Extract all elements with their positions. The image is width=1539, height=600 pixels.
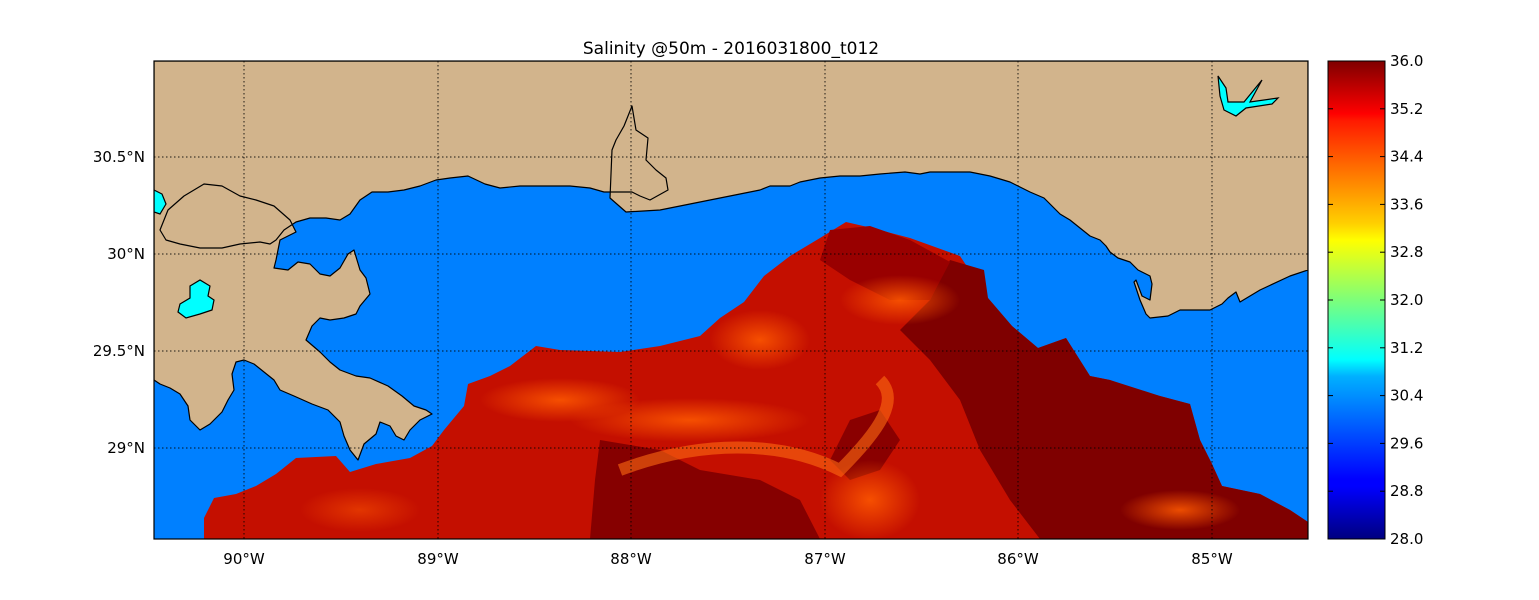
grid-lines bbox=[154, 61, 1308, 539]
salinity-patch-dark-east bbox=[900, 260, 1308, 539]
colorbar-tick-label: 28.8 bbox=[1390, 482, 1423, 500]
lon-label-85w: 85°W bbox=[1191, 550, 1233, 568]
lat-label-29-5n: 29.5°N bbox=[93, 342, 145, 360]
colorbar-gradient bbox=[1327, 60, 1386, 540]
lake-pontchartrain-marsh bbox=[177, 279, 215, 319]
salinity-warm-band-7 bbox=[300, 488, 420, 532]
lon-label-89w: 89°W bbox=[417, 550, 459, 568]
salinity-filament bbox=[617, 375, 894, 478]
lon-label-86w: 86°W bbox=[997, 550, 1039, 568]
map-frame bbox=[153, 60, 1309, 540]
salinity-warm-band-6 bbox=[1120, 490, 1240, 530]
lat-label-29n: 29°N bbox=[107, 439, 145, 457]
map-area bbox=[154, 61, 1308, 539]
colorbar-tick-label: 28.0 bbox=[1390, 530, 1423, 548]
colorbar-ticks: 28.0 28.8 29.6 30.4 31.2 32.0 32.8 33.6 34.4 35.2… bbox=[1328, 52, 1423, 548]
salinity-warm-band-2 bbox=[480, 378, 640, 422]
colorbar-tick-label: 35.2 bbox=[1390, 100, 1423, 118]
lon-label-87w: 87°W bbox=[804, 550, 846, 568]
chart-title: Salinity @50m - 2016031800_t012 bbox=[583, 39, 879, 59]
lat-label-30n: 30°N bbox=[107, 245, 145, 263]
colorbar-tick-label: 32.8 bbox=[1390, 243, 1423, 261]
colorbar-tick-label: 30.4 bbox=[1390, 387, 1423, 405]
colorbar-tick-label: 33.6 bbox=[1390, 195, 1423, 213]
colorbar-tick-label: 32.0 bbox=[1390, 291, 1423, 309]
land-mass bbox=[154, 61, 1308, 461]
colorbar-tick-label: 31.2 bbox=[1390, 339, 1423, 357]
lat-axis-labels: 30.5°N 30°N 29.5°N 29°N bbox=[93, 148, 145, 457]
lon-axis-labels: 90°W 89°W 88°W 87°W 86°W 85°W bbox=[223, 550, 1233, 568]
lat-label-30-5n: 30.5°N bbox=[93, 148, 145, 166]
lon-label-88w: 88°W bbox=[610, 550, 652, 568]
colorbar-tick-label: 34.4 bbox=[1390, 148, 1423, 166]
lake-northeast bbox=[1217, 75, 1280, 117]
colorbar-tick-label: 29.6 bbox=[1390, 434, 1423, 452]
lon-label-90w: 90°W bbox=[223, 550, 265, 568]
salinity-warm-band-5 bbox=[710, 310, 810, 370]
salinity-field bbox=[204, 222, 1308, 539]
colorbar-tick-label: 36.0 bbox=[1390, 52, 1423, 70]
salinity-warm-band-3 bbox=[820, 460, 920, 539]
salinity-warm-band-4 bbox=[840, 275, 960, 325]
colorbar: 28.0 28.8 29.6 30.4 31.2 32.0 32.8 33.6 34.4 35.2… bbox=[1327, 52, 1423, 548]
lake-west bbox=[154, 189, 167, 215]
